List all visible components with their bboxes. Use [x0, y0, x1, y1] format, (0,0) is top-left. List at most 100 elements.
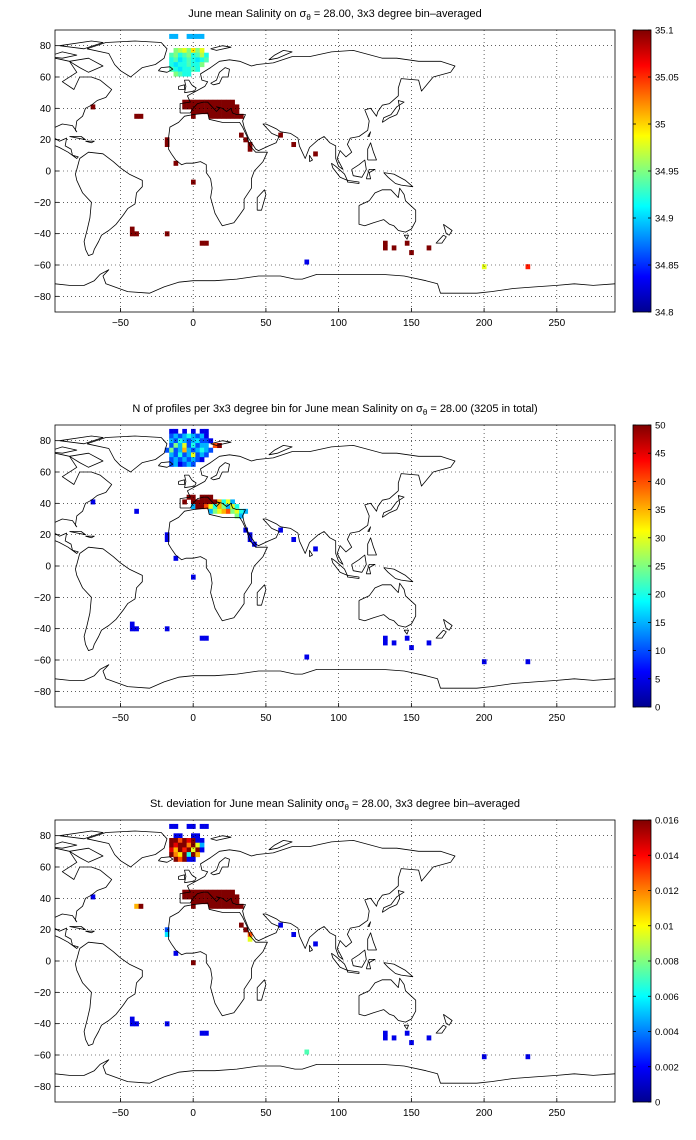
coastline: [268, 50, 293, 61]
data-bin: [191, 833, 196, 839]
data-bin: [221, 889, 227, 895]
data-bin: [391, 1035, 397, 1041]
colorbar-tick-label: 0.004: [655, 1027, 679, 1038]
data-bin: [199, 33, 205, 39]
data-bin: [177, 833, 183, 839]
data-bin: [191, 109, 196, 115]
colorbar-tick-label: 0.014: [655, 851, 679, 862]
data-bin: [230, 894, 235, 900]
data-bin: [225, 504, 231, 510]
y-tick-label: −40: [34, 229, 51, 240]
data-bin: [217, 899, 222, 905]
data-bin: [225, 899, 231, 905]
y-tick-label: 40: [40, 104, 52, 115]
data-bin: [134, 231, 139, 237]
data-bin: [217, 113, 222, 119]
coastline: [351, 554, 367, 573]
data-bin: [173, 71, 179, 77]
coastline: [86, 435, 168, 473]
data-bin: [169, 443, 174, 449]
y-tick-label: −20: [34, 593, 51, 604]
data-bin: [243, 508, 249, 514]
colorbar-tick-label: 0.008: [655, 957, 679, 968]
data-bin: [186, 842, 192, 848]
data-bin: [90, 104, 96, 110]
data-bin: [195, 48, 201, 54]
data-bin: [191, 852, 196, 858]
y-tick-label: −20: [34, 198, 51, 209]
data-bin: [404, 1030, 410, 1036]
data-bin: [173, 555, 179, 561]
colorbar-tick-label: 5: [655, 674, 660, 685]
data-bin: [186, 838, 192, 844]
colorbar-tick-label: 34.85: [655, 261, 679, 272]
y-tick-label: 40: [40, 894, 52, 905]
data-bin: [217, 903, 222, 909]
coastline: [168, 902, 268, 1017]
data-bin: [230, 504, 235, 510]
x-tick-label: −50: [112, 318, 129, 329]
coastline: [210, 67, 230, 86]
coastline: [210, 835, 232, 841]
data-bin: [208, 894, 214, 900]
data-bin: [134, 508, 139, 514]
data-bin: [391, 245, 397, 251]
data-bin: [191, 960, 196, 966]
coastline: [178, 479, 185, 485]
data-bin: [291, 932, 297, 938]
x-tick-label: 150: [403, 713, 420, 724]
data-bin: [186, 66, 192, 72]
coastline: [256, 584, 267, 606]
data-bin: [191, 457, 196, 463]
data-bin: [195, 57, 201, 63]
data-bin: [173, 457, 179, 463]
coastline: [367, 921, 371, 927]
coastline: [383, 567, 414, 583]
data-bin: [182, 838, 187, 844]
data-bin: [182, 52, 187, 58]
coastline: [210, 462, 230, 481]
data-bin: [304, 654, 310, 660]
x-tick-label: 0: [190, 1108, 196, 1119]
coastline: [55, 51, 78, 59]
data-bin: [208, 109, 214, 115]
data-bin: [217, 894, 222, 900]
data-bin: [208, 99, 214, 105]
data-bin: [177, 433, 183, 439]
coastline: [75, 546, 143, 651]
data-bin: [191, 903, 196, 909]
colorbar-tick-label: 0: [655, 703, 660, 714]
data-bin: [221, 903, 227, 909]
data-bin: [173, 461, 179, 467]
panel-title: N of profiles per 3x3 degree bin for Jun…: [132, 403, 537, 417]
data-bin: [191, 57, 196, 63]
data-bin: [525, 659, 531, 665]
colorbar-tick-label: 0.01: [655, 921, 674, 932]
data-bin: [225, 508, 231, 514]
panel-title: St. deviation for June mean Salinity onσ…: [150, 798, 520, 812]
data-bin: [191, 428, 196, 434]
y-tick-label: 20: [40, 135, 52, 146]
data-bin: [217, 499, 222, 505]
y-tick-label: 60: [40, 73, 52, 84]
data-bin: [208, 438, 214, 444]
data-bin: [212, 894, 218, 900]
y-tick-label: −20: [34, 988, 51, 999]
coastline: [55, 847, 113, 949]
coastline: [69, 136, 86, 141]
data-bin: [217, 104, 222, 110]
y-tick-label: −40: [34, 1019, 51, 1030]
colorbar-tick-label: 34.9: [655, 214, 674, 225]
data-bin: [247, 932, 253, 938]
data-bin: [234, 504, 240, 510]
data-bin: [212, 104, 218, 110]
data-bin: [186, 894, 192, 900]
data-bin: [278, 132, 283, 138]
data-bin: [177, 461, 183, 467]
data-bin: [177, 838, 183, 844]
coastline: [309, 944, 313, 952]
data-bin: [129, 1016, 135, 1022]
coastline: [268, 840, 293, 851]
data-bin: [195, 443, 201, 449]
data-bin: [186, 52, 192, 58]
